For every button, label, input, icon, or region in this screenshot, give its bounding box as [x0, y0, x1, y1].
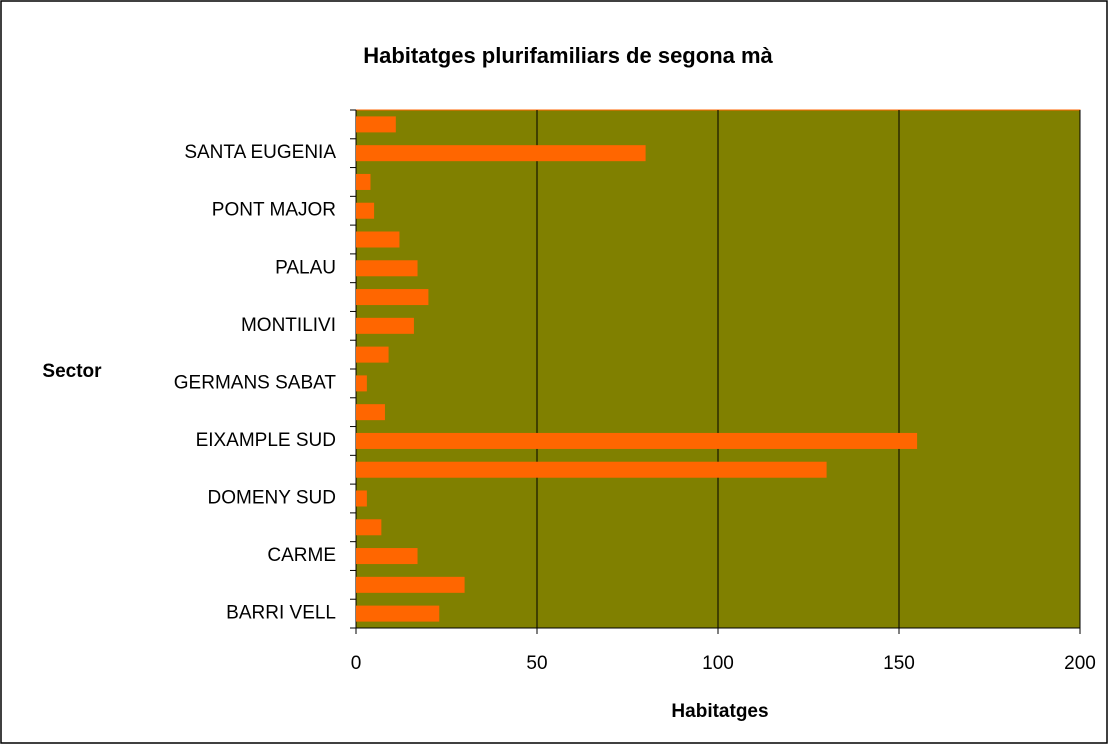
x-tick-label: 150: [883, 653, 915, 674]
chart-title: Habitatges plurifamiliars de segona mà: [363, 43, 773, 68]
y-axis-label: Sector: [42, 361, 102, 382]
bar: [356, 202, 375, 219]
bar: [356, 116, 396, 133]
bar: [356, 289, 429, 306]
bar: [356, 432, 918, 449]
y-tick-label: PONT MAJOR: [212, 200, 336, 221]
y-tick-label: BARRI VELL: [226, 603, 336, 624]
bar: [356, 145, 646, 162]
bar: [356, 519, 382, 536]
bar: [356, 548, 418, 565]
y-tick-label: MONTILIVI: [241, 315, 336, 336]
bar: [356, 605, 440, 622]
y-tick-label: EIXAMPLE SUD: [196, 430, 336, 451]
x-tick-label: 100: [702, 653, 734, 674]
x-tick-label: 0: [351, 653, 362, 674]
y-tick-label: SANTA EUGENIA: [184, 142, 336, 163]
bar: [356, 173, 371, 190]
bar: [356, 346, 389, 363]
bar: [356, 375, 367, 392]
y-tick-label: GERMANS SABAT: [174, 372, 337, 393]
y-tick-label: CARME: [267, 545, 336, 566]
y-tick-label: PALAU: [275, 257, 336, 278]
x-tick-label: 200: [1064, 653, 1096, 674]
bar: [356, 260, 418, 277]
bar: [356, 231, 400, 248]
bar: [356, 576, 465, 593]
bar: [356, 317, 414, 334]
bar: [356, 461, 827, 478]
y-tick-label: DOMENY SUD: [208, 488, 336, 509]
bar: [356, 404, 385, 421]
x-axis-label: Habitatges: [671, 701, 768, 722]
x-tick-label: 50: [526, 653, 547, 674]
bar: [356, 490, 367, 507]
